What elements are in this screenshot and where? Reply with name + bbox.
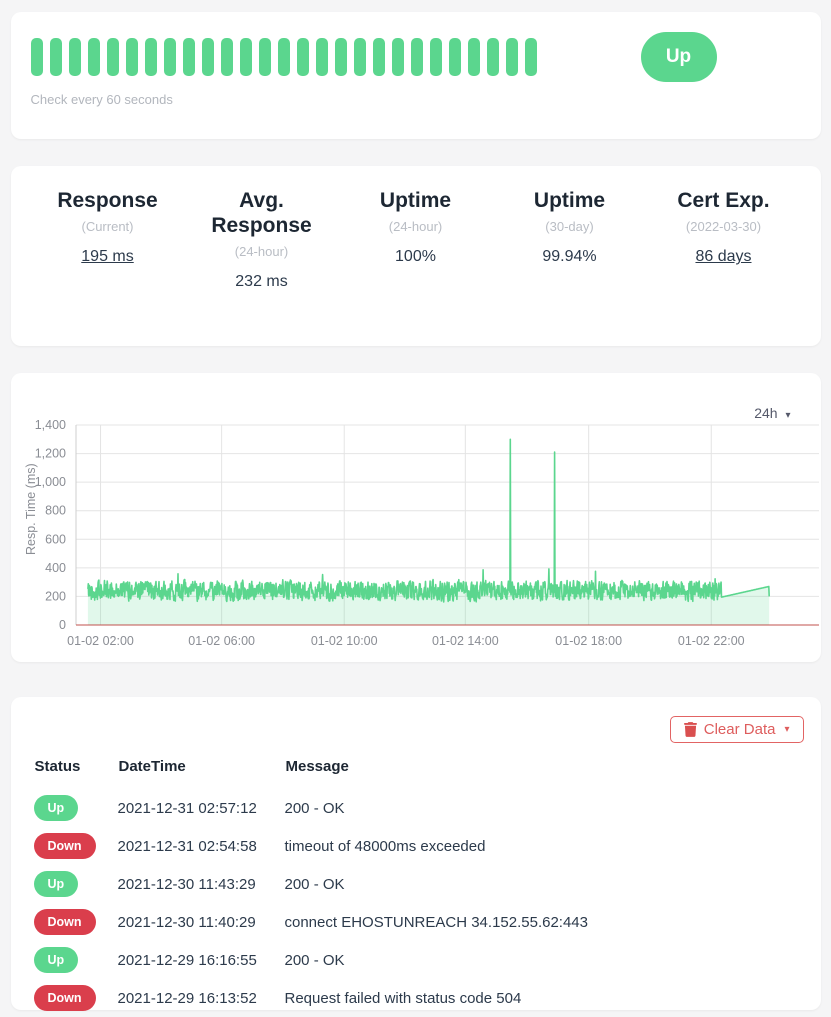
svg-text:1,200: 1,200: [34, 447, 65, 461]
svg-text:1,400: 1,400: [34, 418, 65, 432]
svg-text:600: 600: [45, 532, 66, 546]
svg-text:1,000: 1,000: [34, 475, 65, 489]
svg-text:01-02 22:00: 01-02 22:00: [677, 634, 744, 648]
svg-text:01-02 06:00: 01-02 06:00: [188, 634, 255, 648]
svg-text:Resp. Time (ms): Resp. Time (ms): [24, 463, 38, 555]
svg-text:800: 800: [45, 504, 66, 518]
svg-text:01-02 02:00: 01-02 02:00: [67, 634, 134, 648]
svg-text:200: 200: [45, 589, 66, 603]
svg-text:01-02 18:00: 01-02 18:00: [555, 634, 622, 648]
svg-text:01-02 14:00: 01-02 14:00: [431, 634, 498, 648]
svg-text:01-02 10:00: 01-02 10:00: [310, 634, 377, 648]
svg-text:400: 400: [45, 561, 66, 575]
svg-text:0: 0: [59, 618, 66, 632]
